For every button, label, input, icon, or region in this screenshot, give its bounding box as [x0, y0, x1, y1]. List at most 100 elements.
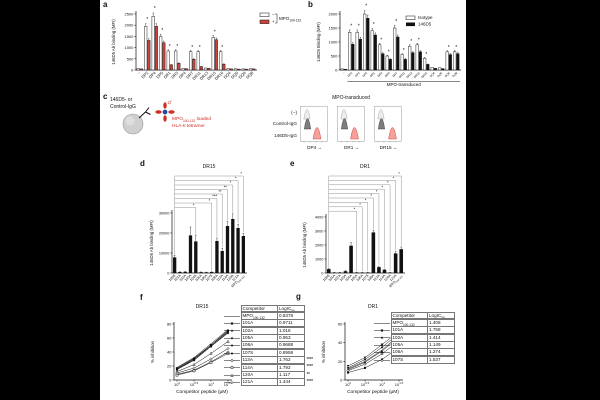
- bar: [234, 68, 238, 71]
- bar: [183, 271, 187, 273]
- tetramer-icon: [155, 100, 175, 122]
- tetramer-label: MPO100-132 loaded HLA-II tetramer: [172, 117, 224, 130]
- bar: [241, 236, 246, 273]
- significance-star: *: [176, 44, 178, 50]
- significance-star: *: [221, 45, 223, 51]
- table-cell: 107S: [390, 355, 428, 364]
- chart-title: DR1: [360, 164, 370, 170]
- significance-star: *: [350, 23, 352, 29]
- significance-stars: [305, 342, 307, 349]
- chart-title: DR15: [196, 304, 209, 310]
- svg-text:100: 100: [174, 381, 180, 387]
- svg-text:113A: 113A: [372, 273, 381, 282]
- significance-star: *: [199, 45, 201, 51]
- significance-star: **: [218, 189, 222, 194]
- significance-star: *: [393, 176, 395, 181]
- bar: [154, 26, 158, 71]
- bar: [177, 63, 181, 71]
- table-row: MPO100-132 1.408: [372, 318, 455, 327]
- significance-star: *: [358, 23, 360, 29]
- bar: [358, 38, 362, 71]
- significance-star: *: [373, 22, 375, 28]
- significance-star: *: [169, 44, 171, 50]
- svg-text:100S: 100S: [322, 273, 331, 282]
- flow-xlabel-dr1-text: DR1: [343, 145, 354, 150]
- svg-text:101.5: 101.5: [224, 381, 233, 387]
- svg-text:102A: 102A: [333, 273, 342, 282]
- svg-text:105A: 105A: [350, 273, 359, 282]
- svg-text:120A: 120A: [226, 273, 235, 282]
- series-legend-marker: [372, 349, 391, 356]
- significance-star: *: [146, 17, 148, 23]
- bar: [377, 267, 381, 273]
- bar: [411, 52, 415, 71]
- svg-text:DR15: DR15: [413, 71, 421, 79]
- panel-e-label: e: [290, 159, 295, 168]
- svg-text:DR1: DR1: [369, 71, 376, 78]
- svg-text:107S: 107S: [205, 273, 214, 282]
- svg-text:102A: 102A: [178, 273, 187, 282]
- series-legend-marker: [222, 364, 241, 371]
- bar: [204, 272, 209, 273]
- svg-text:1500: 1500: [124, 34, 134, 39]
- svg-text:103A: 103A: [339, 273, 348, 282]
- bar: [188, 235, 193, 273]
- series-legend-marker: [222, 320, 241, 327]
- svg-text:1000: 1000: [328, 40, 338, 45]
- svg-text:DQ8: DQ8: [451, 71, 458, 78]
- bar: [192, 59, 196, 71]
- bar: [453, 51, 457, 71]
- svg-text:DP5: DP5: [361, 71, 368, 78]
- svg-text:DP4: DP4: [354, 71, 361, 78]
- svg-text:113A: 113A: [216, 273, 225, 282]
- significance-star: *: [154, 6, 156, 12]
- flow-xlabel-dr15-text: DR15: [379, 145, 392, 150]
- series-legend-marker: [222, 379, 241, 386]
- bar: [326, 269, 331, 273]
- bar: [166, 50, 170, 71]
- bar: [214, 39, 218, 71]
- significance-stars: ****: [306, 378, 314, 385]
- svg-text:DQ8: DQ8: [245, 70, 255, 80]
- bar: [219, 51, 223, 71]
- svg-text:107S: 107S: [361, 273, 370, 282]
- bar: [231, 219, 235, 273]
- svg-text:2000: 2000: [124, 23, 134, 28]
- svg-text:1000: 1000: [315, 258, 323, 262]
- panel-c-schematic: [122, 100, 175, 135]
- svg-text:60: 60: [167, 336, 172, 341]
- bar: [215, 241, 219, 273]
- significance-star: *: [425, 52, 427, 58]
- bead-highlight: [125, 116, 135, 126]
- svg-text:121A: 121A: [231, 273, 240, 282]
- svg-text:DP5: DP5: [155, 70, 165, 80]
- svg-text:−: −: [272, 12, 275, 17]
- svg-text:146D5 Ab binding (MFI): 146D5 Ab binding (MFI): [149, 220, 154, 266]
- svg-text:146D5 Binding (MFI): 146D5 Binding (MFI): [316, 22, 321, 62]
- significance-star: ***: [212, 194, 217, 199]
- svg-text:DR4: DR4: [384, 71, 391, 78]
- svg-text:500: 500: [331, 54, 338, 59]
- svg-text:DR11: DR11: [191, 70, 202, 81]
- significance-stars: ****: [306, 364, 314, 371]
- table-cell: 1.444: [277, 378, 305, 387]
- significance-star: *: [365, 198, 367, 203]
- tetramer-label-line2: HLA-II tetramer: [172, 123, 205, 129]
- series-line: [176, 329, 229, 368]
- flow-xlabel-dp4-text: DP4: [307, 145, 317, 150]
- svg-text:DQ6: DQ6: [444, 71, 451, 78]
- bar: [426, 64, 430, 71]
- bar: [204, 67, 208, 71]
- panel-b-bar-chart: 0 500 1000 1500 2000 146D5 Binding (MFI) − DP2 *…: [316, 3, 461, 87]
- flow-xlabel-dr1: DR1→: [337, 145, 365, 150]
- figure-canvas: a b c d e f g 0 500 1000 1500 2000 2500 146D5 …: [100, 0, 466, 400]
- bar: [236, 228, 240, 273]
- series-line: [176, 332, 229, 370]
- bar: [222, 63, 226, 71]
- svg-text:DP2: DP2: [140, 70, 150, 80]
- bar: [199, 66, 203, 71]
- bar: [189, 51, 193, 71]
- bar: [400, 54, 404, 71]
- svg-text:MPO100-132: MPO100-132: [230, 273, 246, 289]
- svg-text:Isotype: Isotype: [418, 15, 433, 20]
